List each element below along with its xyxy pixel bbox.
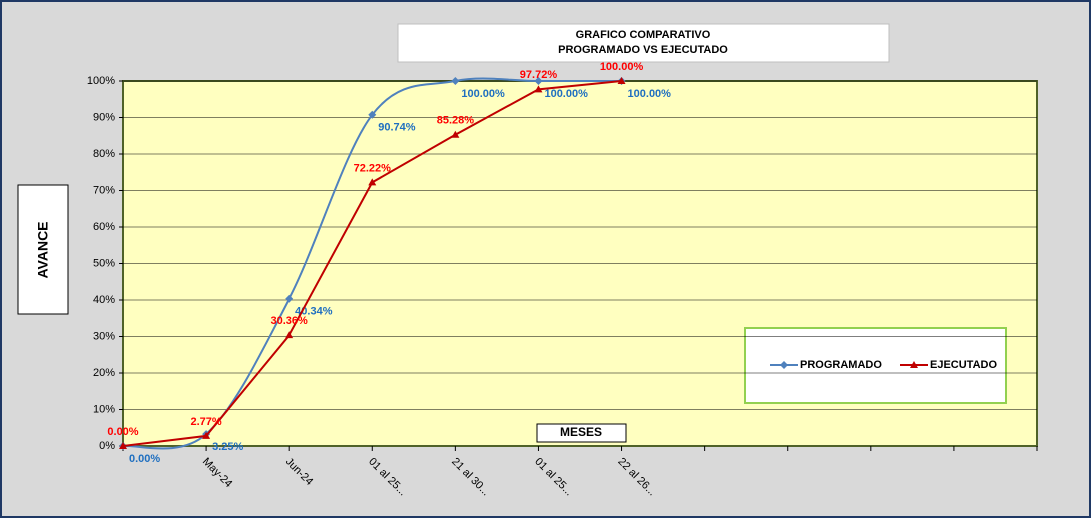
- legend-marker: [910, 361, 918, 368]
- y-tick-label: 100%: [87, 75, 115, 87]
- y-axis-title: AVANCE: [35, 221, 51, 278]
- y-title-box: [17, 184, 69, 315]
- y-tick-label: 40%: [93, 294, 115, 306]
- point: [285, 294, 294, 303]
- point: [534, 85, 543, 93]
- point: [368, 178, 377, 186]
- data-label: 30.36%: [271, 315, 309, 327]
- chart-subtitle: PROGRAMADO VS EJECUTADO: [558, 44, 728, 56]
- point: [451, 130, 460, 138]
- data-label: 100.00%: [628, 88, 672, 100]
- data-label: 97.72%: [520, 69, 558, 81]
- y-tick-label: 70%: [93, 184, 115, 196]
- point: [617, 77, 626, 84]
- point: [119, 442, 127, 449]
- data-label: 0.00%: [129, 453, 160, 465]
- y-tick-label: 50%: [93, 257, 115, 269]
- point: [285, 331, 294, 339]
- data-label: 3.25%: [212, 441, 243, 453]
- y-tick-label: 0%: [99, 440, 115, 452]
- y-tick-label: 30%: [93, 330, 115, 342]
- data-label: 100.00%: [461, 88, 505, 100]
- data-label: 0.00%: [107, 426, 138, 438]
- chart-title: GRAFICO COMPARATIVO: [576, 29, 711, 41]
- point: [534, 77, 543, 85]
- y-tick-label: 10%: [93, 403, 115, 415]
- legend-label: PROGRAMADO: [800, 359, 882, 371]
- y-tick-label: 80%: [93, 148, 115, 160]
- y-tick-label: 60%: [93, 221, 115, 233]
- data-label: 100.00%: [544, 88, 588, 100]
- data-label: 85.28%: [437, 115, 475, 127]
- data-label: 2.77%: [190, 416, 221, 428]
- point: [451, 77, 460, 85]
- point: [368, 110, 377, 119]
- y-tick-label: 20%: [93, 367, 115, 379]
- x-axis-title: MESES: [560, 425, 602, 439]
- title-box: [397, 23, 890, 63]
- data-label: 100.00%: [600, 61, 644, 73]
- legend-label: EJECUTADO: [930, 359, 997, 371]
- y-tick-label: 90%: [93, 111, 115, 123]
- legend-marker: [780, 361, 788, 369]
- x-title-box: [536, 423, 627, 443]
- data-label: 72.22%: [354, 162, 392, 174]
- data-label: 90.74%: [378, 122, 416, 134]
- point: [202, 431, 211, 439]
